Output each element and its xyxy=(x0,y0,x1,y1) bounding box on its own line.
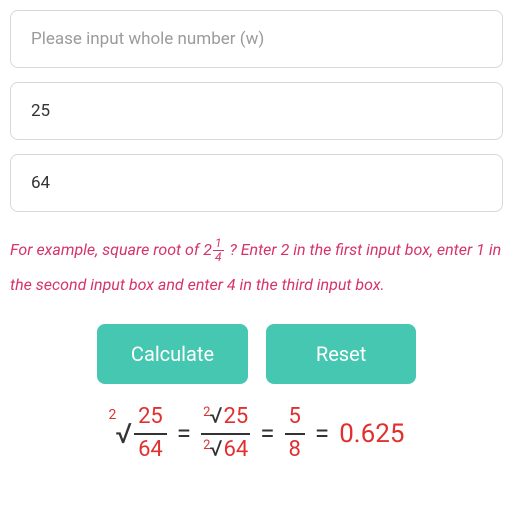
result-expression: 2 √ 25 64 = 2 √ 25 2 √ 64 = 5 8 = 0.625 xyxy=(10,404,503,463)
example-hint: For example, square root of 214 ? Enter … xyxy=(10,232,503,302)
equals-1: = xyxy=(177,419,191,449)
example-fraction: 14 xyxy=(213,237,224,264)
example-frac-den: 4 xyxy=(213,251,224,264)
step3-fraction: 5 8 xyxy=(285,404,305,463)
example-prefix: For example, square root of 2 xyxy=(10,240,212,259)
step2-fraction: 2 √ 25 2 √ 64 xyxy=(201,404,250,463)
step3-den: 8 xyxy=(285,435,305,463)
decimal-result: 0.625 xyxy=(339,419,404,449)
radical-icon: √ xyxy=(115,417,132,450)
equals-2: = xyxy=(260,419,274,449)
step2-top-val: 25 xyxy=(224,404,249,430)
step1-den: 64 xyxy=(134,435,167,463)
denominator-input[interactable] xyxy=(10,154,503,212)
equals-3: = xyxy=(315,419,329,449)
step1-fraction: 25 64 xyxy=(134,404,167,463)
reset-button[interactable]: Reset xyxy=(266,324,416,384)
radical-icon-top: √ xyxy=(209,404,222,430)
button-row: Calculate Reset xyxy=(10,324,503,384)
step1-num: 25 xyxy=(134,404,167,434)
calculate-button[interactable]: Calculate xyxy=(97,324,248,384)
step2-bot-val: 64 xyxy=(224,437,249,463)
radical-icon-bot: √ xyxy=(209,437,222,463)
step3-num: 5 xyxy=(285,404,305,434)
example-frac-num: 1 xyxy=(213,237,224,251)
step1-root: 2 √ 25 64 xyxy=(108,404,166,463)
numerator-input[interactable] xyxy=(10,82,503,140)
whole-number-input[interactable] xyxy=(10,10,503,68)
